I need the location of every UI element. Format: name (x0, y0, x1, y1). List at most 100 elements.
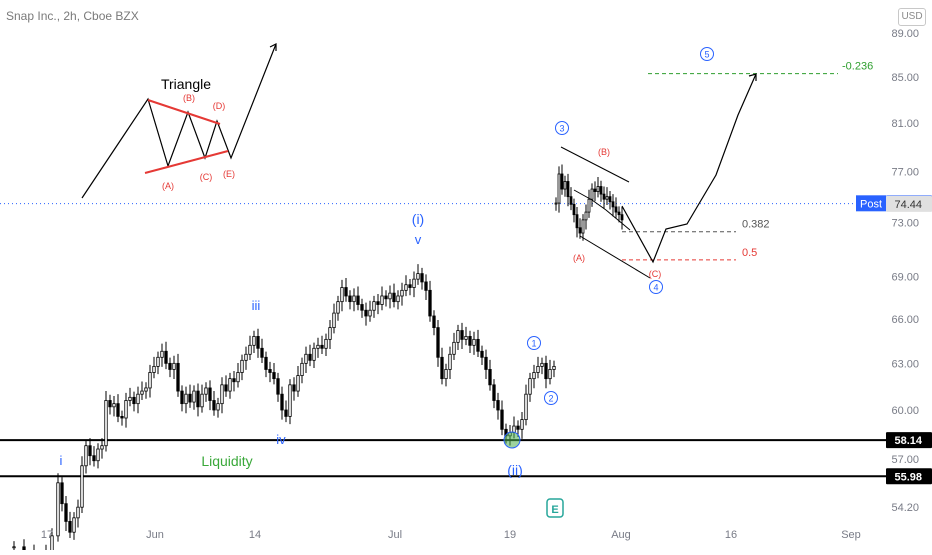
time-tick-label: 19 (504, 529, 516, 541)
candle-body (144, 387, 148, 392)
candle-body (464, 336, 468, 340)
minor-wave-label: i (60, 453, 63, 468)
intermediate-wave-label: (ii) (507, 462, 523, 478)
triangle-title: Triangle (161, 76, 211, 92)
price-axis: 54.20 57.00 60.00 63.00 66.00 69.00 73.00 77.00… (856, 28, 932, 514)
triangle-wave-label: (D) (213, 101, 226, 111)
triangle-lower-line (144, 150, 229, 174)
candle-body (304, 353, 308, 364)
candle-body (300, 362, 304, 376)
candle-body (380, 295, 384, 305)
candle-body (276, 378, 280, 395)
candle-body (348, 295, 352, 303)
candle-body (404, 284, 408, 291)
time-tick-label: Sep (841, 529, 861, 541)
candle-body (152, 365, 156, 373)
candle-body (268, 369, 272, 373)
candle-body (312, 347, 316, 361)
price-badge-prefix-text: Post (860, 198, 882, 210)
candle-body (200, 393, 204, 408)
candle-body (540, 362, 544, 367)
candle-body (436, 327, 440, 358)
candle-body (108, 400, 112, 408)
drawings (81, 43, 757, 279)
impulse-wave-number: 1 (531, 339, 536, 349)
candle-body (614, 206, 618, 213)
time-tick-label: 17 (41, 529, 53, 541)
candle-body (68, 521, 72, 533)
candle-body (12, 546, 16, 549)
wave-labels: Triangle(A)(B)(C)(D)(E)Liquidityiiiiivv(… (60, 47, 714, 518)
impulse-wave-circle (700, 47, 714, 61)
candle-body (492, 384, 496, 401)
candle-body (448, 353, 452, 370)
candle-body (116, 403, 120, 417)
candle-body (316, 344, 320, 349)
price-badge (886, 468, 932, 485)
candle-body (60, 482, 64, 505)
candle-body (569, 196, 573, 205)
candle-body (566, 181, 570, 198)
candle-body (184, 393, 188, 405)
channel-lower (579, 235, 651, 279)
candle-body (100, 445, 104, 450)
candle-body (472, 338, 476, 346)
candle-body (332, 312, 336, 329)
impulse-wave-circle (544, 391, 558, 405)
candle-body (308, 353, 312, 361)
intermediate-wave-label: (i) (412, 211, 424, 227)
candle-body (488, 369, 492, 386)
candle-body (452, 341, 456, 355)
candle-body (552, 365, 556, 370)
candle-body (72, 517, 76, 533)
impulse-wave-number: 5 (704, 50, 709, 60)
candle-body (140, 390, 144, 395)
impulse-wave-number: 3 (559, 124, 564, 134)
candle-body (240, 359, 244, 373)
candle-body (360, 304, 364, 311)
candle-body (324, 338, 328, 349)
projection-arrow-head (748, 73, 757, 81)
time-tick-label: Jul (388, 529, 402, 541)
candle-body (428, 289, 432, 317)
candle-body (554, 202, 558, 205)
candle-body (88, 445, 92, 457)
candle-body (563, 181, 567, 190)
candle-body (264, 356, 268, 370)
price-tick-label: 60.00 (891, 405, 919, 417)
horizontal-levels: -0.236 0.382 0.5 (0, 61, 886, 478)
candle-body (180, 390, 184, 405)
candle-body (220, 384, 224, 405)
candle-body (384, 295, 388, 300)
price-badge (886, 195, 932, 212)
candle-body (256, 336, 260, 349)
candle-body (132, 396, 136, 405)
candle-body (212, 400, 216, 411)
candle-body (456, 330, 460, 343)
candle-body (528, 378, 532, 395)
earnings-badge (546, 498, 564, 518)
candle-body (560, 173, 564, 190)
candle-body (611, 201, 615, 208)
candle-body (128, 396, 132, 401)
time-axis: 17 Jun 14 Jul 19 Aug 16 Sep (41, 529, 861, 541)
candle-body (228, 378, 232, 392)
candle-body (372, 301, 376, 311)
candle-body (236, 372, 240, 383)
candle-body (620, 214, 624, 221)
candle-body (336, 301, 340, 314)
fib-level-label: -0.236 (842, 61, 873, 73)
candle-body (408, 284, 412, 288)
candle-body (248, 344, 252, 355)
minor-wave-label: v (415, 232, 422, 247)
projection-path (621, 73, 757, 264)
currency-button[interactable]: USD (898, 8, 926, 26)
time-tick-label: Jun (146, 529, 164, 541)
candle-body (516, 425, 520, 430)
candle-body (148, 372, 152, 389)
candle-body (320, 344, 324, 349)
candle-body (272, 372, 276, 380)
candle-body (328, 327, 332, 340)
fib-level-label: 0.382 (742, 219, 770, 231)
